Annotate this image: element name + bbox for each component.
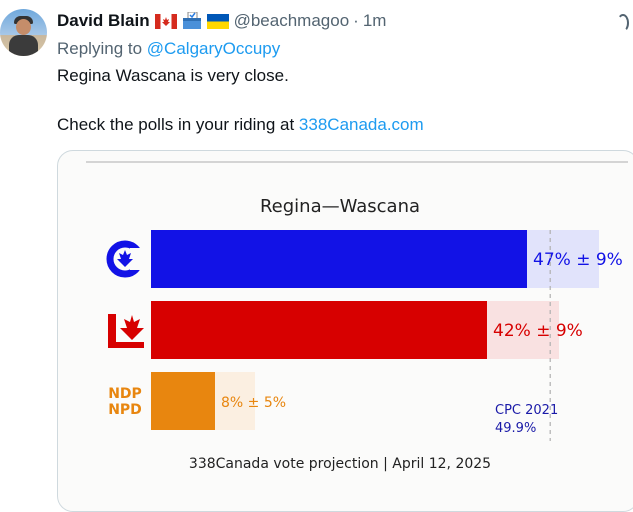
avatar[interactable] <box>0 9 47 56</box>
reference-label-line1: CPC 2021 <box>495 403 558 418</box>
author-name[interactable]: David Blain <box>57 11 150 30</box>
tweet-text-line1: Regina Wascana is very close. <box>57 66 289 85</box>
ukraine-flag-icon <box>206 13 229 29</box>
separator-dot: · <box>353 11 359 30</box>
cpc-leaf-icon <box>117 250 133 267</box>
tweet-text-prefix: Check the polls in your riding at <box>57 115 295 134</box>
ballot-box-icon <box>182 12 201 29</box>
reference-label-line2: 49.9% <box>495 421 536 436</box>
bar-cpc <box>151 230 527 288</box>
bar-ndp <box>151 372 215 430</box>
chart-title: Regina—Wascana <box>260 196 420 217</box>
chart-footer: 338Canada vote projection | April 12, 20… <box>189 456 491 472</box>
author-handle[interactable]: @beachmagoo <box>233 11 350 30</box>
bar-lpc <box>151 301 487 359</box>
replying-to-link[interactable]: @CalgaryOccupy <box>146 39 281 58</box>
site-link[interactable]: 338Canada.com <box>298 115 424 134</box>
lpc-logo-icon <box>108 314 144 348</box>
data-label-ndp: 8% ± 5% <box>221 395 286 411</box>
more-icon[interactable] <box>617 14 629 32</box>
replying-to: Replying to @CalgaryOccupy <box>57 39 280 59</box>
timestamp[interactable]: 1m <box>362 11 387 30</box>
tweet-header: David Blain @beachmagoo · 1m <box>57 11 386 31</box>
lpc-leaf-icon <box>120 315 144 340</box>
projection-chart: Regina—Wascana 47% ± 9% 42% ± 9% 8% ± 5% CPC… <box>86 161 628 472</box>
ndp-logo-line2: NPD <box>108 402 142 418</box>
tweet-text-line2: Check the polls in your riding at 338Can… <box>57 115 424 135</box>
ndp-logo-line1: NDP <box>108 386 142 402</box>
replying-prefix: Replying to <box>57 39 143 58</box>
media-card[interactable]: Regina—Wascana 47% ± 9% 42% ± 9% 8% ± 5% CPC… <box>57 150 633 512</box>
data-label-cpc: 47% ± 9% <box>533 250 623 270</box>
canada-flag-icon <box>154 13 177 29</box>
cpc-logo-gap <box>130 248 145 270</box>
data-label-lpc: 42% ± 9% <box>493 321 583 341</box>
